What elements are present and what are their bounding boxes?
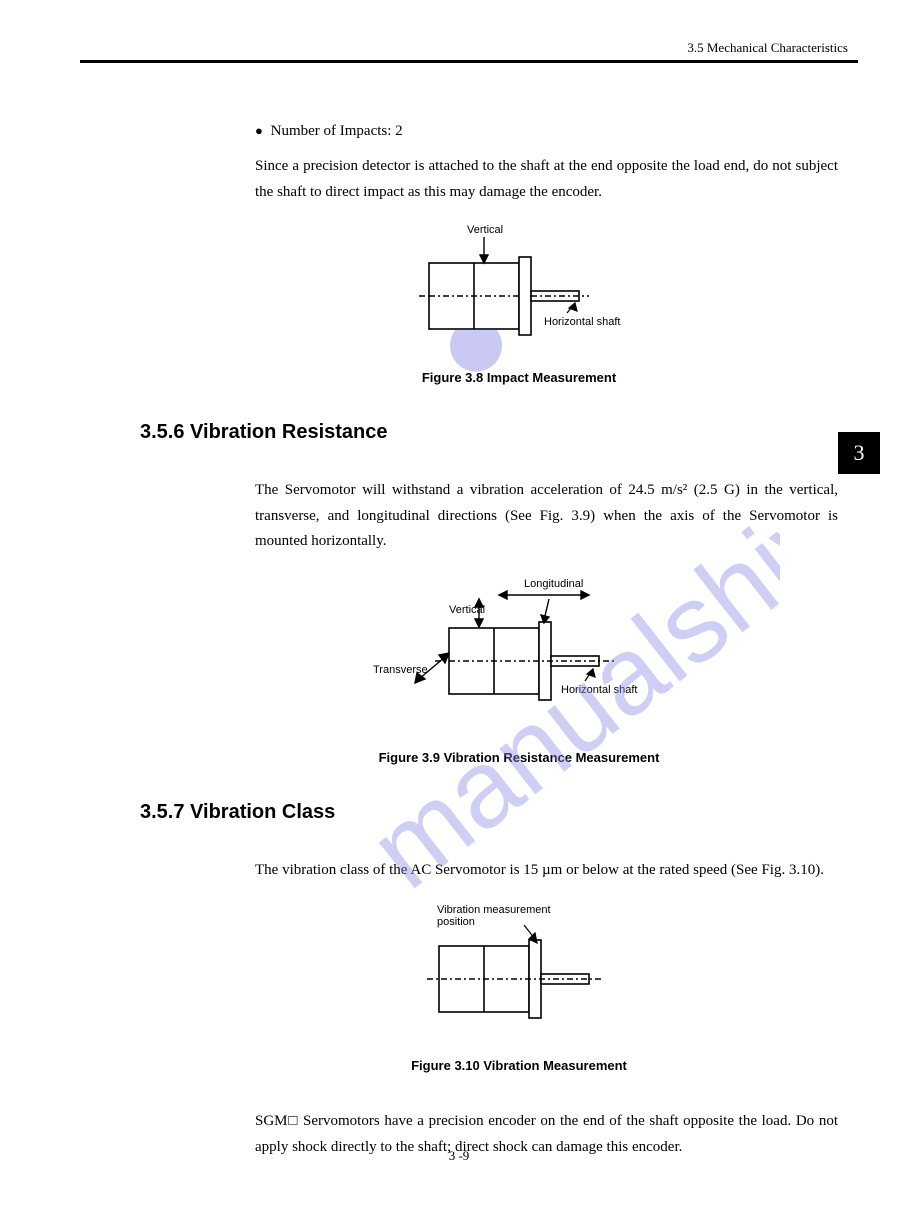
para-vibration-resistance: The Servomotor will withstand a vibratio… [255, 478, 838, 555]
label-vertical: Vertical [467, 224, 503, 236]
page-content: 3.5 Mechanical Characteristics ● Number … [0, 0, 918, 1208]
bullet-text: Number of Impacts: 2 [271, 123, 403, 139]
label-longitudinal: Longitudinal [524, 578, 583, 590]
label-vertical-39: Vertical [449, 604, 485, 616]
bullet-impacts: ● Number of Impacts: 2 [255, 123, 858, 140]
page-number: 3 -9 [0, 1148, 918, 1164]
figure-3-9: Longitudinal Vertical Transverse Horizon… [180, 573, 858, 765]
heading-3-5-6: 3.5.6 Vibration Resistance [140, 421, 858, 444]
figure-3-10-caption: Figure 3.10 Vibration Measurement [180, 1058, 858, 1073]
impact-diagram: Vertical Horizontal shaft [389, 223, 649, 353]
figure-3-10: Vibration measurement position Figure 3.… [180, 901, 858, 1073]
figure-3-8-caption: Figure 3.8 Impact Measurement [180, 370, 858, 385]
vibration-resistance-diagram: Longitudinal Vertical Transverse Horizon… [349, 573, 689, 733]
header-rule [80, 60, 858, 63]
figure-3-9-caption: Figure 3.9 Vibration Resistance Measurem… [180, 750, 858, 765]
label-vibpos: Vibration measurement [437, 904, 551, 916]
label-hshaft-39: Horizontal shaft [561, 684, 637, 696]
para-impact-warning: Since a precision detector is attached t… [255, 154, 838, 205]
heading-3-5-7: 3.5.7 Vibration Class [140, 801, 858, 824]
para-vibration-class: The vibration class of the AC Servomotor… [255, 858, 838, 884]
vibration-class-diagram: Vibration measurement position [379, 901, 659, 1041]
figure-3-8: Vertical Horizontal shaft Figure 3.8 Imp… [180, 223, 858, 385]
label-transverse: Transverse [373, 664, 428, 676]
header-section-ref: 3.5 Mechanical Characteristics [80, 40, 858, 56]
label-vibpos2: position [437, 916, 475, 928]
label-hshaft: Horizontal shaft [544, 316, 620, 328]
chapter-tab: 3 [838, 432, 880, 474]
